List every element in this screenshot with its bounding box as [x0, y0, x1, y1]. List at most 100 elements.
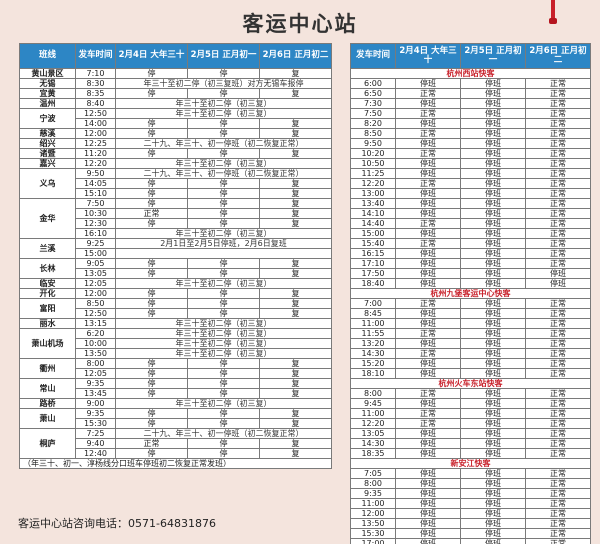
depart-time: 12:20 — [75, 158, 116, 169]
status-cell: 停班 — [460, 268, 526, 279]
decorative-tassel-knot — [549, 18, 557, 24]
status-cell: 停班 — [395, 528, 461, 539]
status-cell: 停 — [187, 148, 260, 159]
schedule-note: 年三十至初二停（初三复） — [115, 398, 332, 409]
status-cell: 正常 — [525, 528, 591, 539]
footnote-row: （年三十、初一、淳杨线分口班车停班初二恢复正常发班） — [19, 458, 332, 469]
depart-time: 12:00 — [75, 288, 116, 299]
status-cell: 正常 — [525, 88, 591, 99]
header-route: 班线 — [19, 43, 76, 69]
depart-time: 8:50 — [350, 128, 396, 139]
schedule-note: 年三十至初二停（初三复） — [115, 158, 332, 169]
status-cell: 停 — [187, 288, 260, 299]
depart-time: 7:50 — [350, 108, 396, 119]
depart-time: 12:05 — [75, 368, 116, 379]
status-cell: 停班 — [395, 538, 461, 544]
status-cell: 停 — [187, 208, 260, 219]
table-row: 15:40 正常 停班 正常 — [350, 238, 591, 249]
section-title: 杭州火车东站快客 — [350, 378, 591, 389]
status-cell: 停班 — [460, 498, 526, 509]
status-cell: 正常 — [525, 358, 591, 369]
route-city: 长林 — [19, 258, 76, 279]
status-cell: 停班 — [460, 298, 526, 309]
table-row: 萧山 9:35 停停复 — [19, 408, 332, 429]
right-schedule-table: 发车时间 2月4日 大年三十 2月5日 正月初一 2月6日 正月初二 杭州西站快… — [350, 43, 591, 544]
depart-time: 12:20 — [350, 418, 396, 429]
status-cell: 停班 — [395, 428, 461, 439]
table-row: 17:00 停班 停班 正常 — [350, 538, 591, 544]
table-row: 9:35 停班 停班 正常 — [350, 488, 591, 499]
table-row: 7:50 正常 停班 正常 — [350, 108, 591, 119]
table-row: 6:00 停班 停班 正常 — [350, 78, 591, 89]
status-cell: 正常 — [525, 418, 591, 429]
status-cell: 复 — [259, 438, 332, 449]
status-cell: 停班 — [460, 88, 526, 99]
depart-time: 14:05 — [75, 178, 116, 189]
status-cell: 停班 — [395, 338, 461, 349]
status-cell: 停班 — [395, 258, 461, 269]
table-row: 11:00 正常 停班 正常 — [350, 408, 591, 419]
depart-time: 8:20 — [350, 118, 396, 129]
depart-time: 12:30 — [75, 218, 116, 229]
table-row: 长林 9:05 停停复 — [19, 258, 332, 279]
status-cell: 停 — [187, 408, 260, 419]
status-cell: 正常 — [525, 138, 591, 149]
depart-time: 15:00 — [75, 248, 116, 259]
status-cell: 正常 — [525, 518, 591, 529]
table-row: 8:20 停班 停班 正常 — [350, 118, 591, 129]
status-cell: 复 — [259, 198, 332, 209]
status-cell: 正常 — [525, 438, 591, 449]
status-cell: 正常 — [525, 368, 591, 379]
depart-time: 14:40 — [350, 218, 396, 229]
status-cell: 停 — [187, 418, 260, 429]
table-row: 12:00 停班 停班 正常 — [350, 508, 591, 519]
status-cell: 停班 — [395, 158, 461, 169]
table-row: 13:50 停班 停班 正常 — [350, 518, 591, 529]
section-row: 杭州火车东站快客 — [350, 378, 591, 389]
status-cell: 停 — [187, 198, 260, 209]
status-cell: 停班 — [460, 208, 526, 219]
right-header-row: 发车时间 2月4日 大年三十 2月5日 正月初一 2月6日 正月初二 — [350, 43, 591, 69]
status-cell: 停班 — [460, 438, 526, 449]
route-city: 桐庐 — [19, 428, 76, 459]
route-city: 无锡 — [19, 78, 76, 89]
status-cell: 停 — [115, 408, 188, 419]
status-cell: 停 — [115, 128, 188, 139]
status-cell: 停班 — [460, 318, 526, 329]
status-cell: 复 — [259, 388, 332, 399]
table-row: 桐庐 7:25 二十九、年三十、初一停班（初二恢复正常） — [19, 428, 332, 459]
route-city: 金华 — [19, 198, 76, 239]
table-row: 宁波 12:50 年三十至初二停（初三复） — [19, 108, 332, 129]
status-cell: 停 — [115, 358, 188, 369]
status-cell: 正常 — [395, 408, 461, 419]
table-row: 路桥 9:00 年三十至初二停（初三复） — [19, 398, 332, 409]
table-row: 11:55 正常 停班 正常 — [350, 328, 591, 339]
status-cell: 停 — [187, 68, 260, 79]
status-cell: 正常 — [395, 148, 461, 159]
status-cell: 复 — [259, 418, 332, 429]
table-row: 12:20 正常 停班 正常 — [350, 178, 591, 189]
table-row: 临安 12:05 年三十至初二停（初三复） — [19, 278, 332, 289]
status-cell: 停班 — [395, 278, 461, 289]
status-cell: 停 — [187, 308, 260, 319]
left-schedule-table: 班线 发车时间 2月4日 大年三十 2月5日 正月初一 2月6日 正月初二 黄山… — [19, 43, 332, 469]
table-row: 萧山机场 6:20 年三十至初二停（初三复） — [19, 328, 332, 359]
table-row: 义乌 9:50 二十九、年三十、初一停班（初二恢复正常） — [19, 168, 332, 199]
status-cell: 停班 — [395, 248, 461, 259]
table-row: 10:50 停班 停班 正常 — [350, 158, 591, 169]
status-cell: 正常 — [525, 408, 591, 419]
depart-time: 8:30 — [75, 78, 116, 89]
status-cell: 停 — [115, 368, 188, 379]
depart-time: 6:50 — [350, 88, 396, 99]
status-cell: 正常 — [525, 478, 591, 489]
depart-time: 9:50 — [75, 168, 116, 179]
depart-time: 7:25 — [75, 428, 116, 439]
footnote: （年三十、初一、淳杨线分口班车停班初二恢复正常发班） — [19, 458, 332, 469]
table-row: 金华 7:50 停停复 — [19, 198, 332, 239]
status-cell: 正常 — [525, 508, 591, 519]
depart-time: 18:10 — [350, 368, 396, 379]
table-row: 13:05 停班 停班 正常 — [350, 428, 591, 439]
status-cell: 复 — [259, 298, 332, 309]
status-cell: 停班 — [460, 328, 526, 339]
schedule-note: 年三十至初二停（初三复） — [115, 328, 332, 339]
